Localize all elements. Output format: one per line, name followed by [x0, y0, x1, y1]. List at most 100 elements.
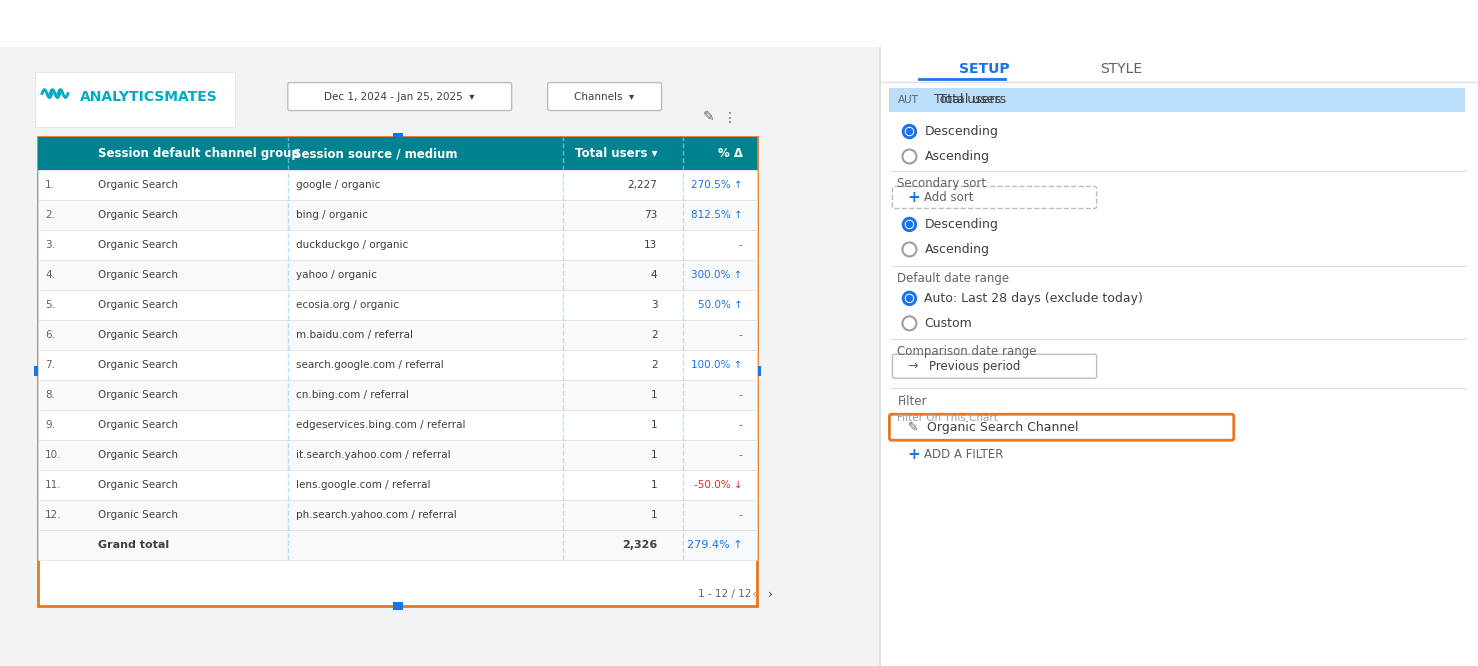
Text: Organic Search: Organic Search: [98, 270, 177, 280]
Text: Grand total: Grand total: [98, 540, 168, 550]
Text: 3.: 3.: [44, 240, 55, 250]
Text: 812.5% ↑: 812.5% ↑: [690, 210, 742, 220]
Text: 279.4% ↑: 279.4% ↑: [687, 540, 742, 550]
Text: 9.: 9.: [44, 420, 55, 430]
Text: Organic Search: Organic Search: [98, 240, 177, 250]
Text: Ascending: Ascending: [924, 243, 989, 256]
Bar: [38, 530, 758, 560]
Bar: [754, 366, 761, 376]
Text: Total users ▾: Total users ▾: [575, 147, 658, 160]
Text: 12.: 12.: [44, 510, 62, 520]
Text: 13: 13: [644, 240, 658, 250]
Text: ADD A FILTER: ADD A FILTER: [924, 448, 1004, 461]
Text: 1 - 12 / 12: 1 - 12 / 12: [698, 589, 751, 599]
Text: 2.: 2.: [44, 210, 55, 220]
Text: 11.: 11.: [44, 480, 62, 490]
Text: Organic Search: Organic Search: [98, 450, 177, 460]
Text: it.search.yahoo.com / referral: it.search.yahoo.com / referral: [296, 450, 451, 460]
Circle shape: [903, 292, 916, 305]
Text: Landing Page Performance: Landing Page Performance: [950, 17, 1108, 30]
Text: 270.5% ↑: 270.5% ↑: [690, 180, 742, 190]
Bar: [38, 170, 758, 200]
Text: Ascending: Ascending: [924, 150, 989, 163]
Text: +: +: [907, 447, 921, 462]
Text: AUT: AUT: [897, 95, 918, 105]
FancyBboxPatch shape: [890, 414, 1234, 440]
Text: 2,227: 2,227: [628, 180, 658, 190]
Text: Add sort: Add sort: [924, 191, 974, 204]
Text: google / organic: google / organic: [296, 180, 380, 190]
Bar: [393, 602, 402, 610]
Bar: [38, 410, 758, 440]
Text: 10.: 10.: [44, 450, 62, 460]
Text: Acquistion Report: Acquistion Report: [307, 17, 412, 30]
Text: Secondary sort: Secondary sort: [897, 177, 986, 190]
Circle shape: [906, 220, 913, 228]
Text: Organic Search: Organic Search: [98, 510, 177, 520]
Text: Total users: Total users: [940, 93, 1007, 106]
Text: GA4 Overall Digital Performance Report: GA4 Overall Digital Performance Report: [4, 17, 239, 30]
Text: M: M: [1148, 17, 1159, 30]
Text: 2,326: 2,326: [622, 540, 658, 550]
Bar: [38, 137, 758, 606]
Text: -: -: [739, 390, 742, 400]
Text: 50.0% ↑: 50.0% ↑: [698, 300, 742, 310]
Text: STYLE: STYLE: [1100, 61, 1141, 76]
Text: Organic Search: Organic Search: [98, 180, 177, 190]
Text: m.baidu.com / referral: m.baidu.com / referral: [296, 330, 412, 340]
Bar: [38, 230, 758, 260]
Bar: [38, 137, 758, 170]
Text: ›: ›: [1447, 14, 1453, 33]
Text: Session source / medium: Session source / medium: [293, 147, 457, 160]
Text: 4.: 4.: [44, 270, 55, 280]
FancyBboxPatch shape: [893, 354, 1097, 378]
Text: 73: 73: [644, 210, 658, 220]
Text: +: +: [907, 190, 921, 205]
Text: 5.: 5.: [44, 300, 55, 310]
Bar: [890, 87, 1465, 111]
Text: Descending: Descending: [924, 125, 998, 138]
Text: Descending: Descending: [924, 218, 998, 231]
Circle shape: [906, 296, 912, 301]
Text: Organic Search: Organic Search: [98, 300, 177, 310]
Text: bing / organic: bing / organic: [296, 210, 368, 220]
Text: -50.0% ↓: -50.0% ↓: [693, 480, 742, 490]
Text: Custom: Custom: [924, 317, 973, 330]
Text: 2: 2: [650, 360, 658, 370]
Text: Organic Search: Organic Search: [98, 480, 177, 490]
Bar: [34, 366, 41, 376]
Text: 1: 1: [650, 420, 658, 430]
Text: 300.0% ↑: 300.0% ↑: [692, 270, 742, 280]
FancyBboxPatch shape: [893, 186, 1097, 208]
Text: Copy of Acquistion Report: Copy of Acquistion Report: [454, 17, 606, 30]
Text: edgeservices.bing.com / referral: edgeservices.bing.com / referral: [296, 420, 466, 430]
FancyBboxPatch shape: [548, 83, 662, 111]
Text: Filter On This Chart: Filter On This Chart: [897, 413, 998, 424]
Bar: [38, 500, 758, 530]
Bar: [38, 260, 758, 290]
Text: Organic Search: Organic Search: [98, 360, 177, 370]
Bar: [38, 380, 758, 410]
Text: Organic Search: Organic Search: [98, 210, 177, 220]
Text: 8.: 8.: [44, 390, 55, 400]
Text: duckduckgo / organic: duckduckgo / organic: [296, 240, 408, 250]
Bar: [38, 200, 758, 230]
Text: ✎: ✎: [907, 421, 918, 434]
Text: ANALYTICSMATES: ANALYTICSMATES: [80, 89, 217, 104]
Text: -: -: [739, 510, 742, 520]
Text: Organic Search: Organic Search: [98, 420, 177, 430]
Bar: [879, 47, 881, 666]
Text: Dec 1, 2024 - Jan 25, 2025  ▾: Dec 1, 2024 - Jan 25, 2025 ▾: [325, 91, 474, 102]
Text: 4: 4: [650, 270, 658, 280]
Text: 7.: 7.: [44, 360, 55, 370]
Circle shape: [903, 217, 916, 232]
Text: Comparison date range: Comparison date range: [897, 345, 1038, 358]
Text: 2: 2: [650, 330, 658, 340]
Text: Session default channel group: Session default channel group: [98, 147, 300, 160]
Text: 1: 1: [650, 390, 658, 400]
Circle shape: [906, 221, 912, 228]
Text: cn.bing.com / referral: cn.bing.com / referral: [296, 390, 409, 400]
Text: 100.0% ↑: 100.0% ↑: [692, 360, 742, 370]
Text: 3: 3: [650, 300, 658, 310]
Text: Organic Search Channel: Organic Search Channel: [928, 421, 1079, 434]
